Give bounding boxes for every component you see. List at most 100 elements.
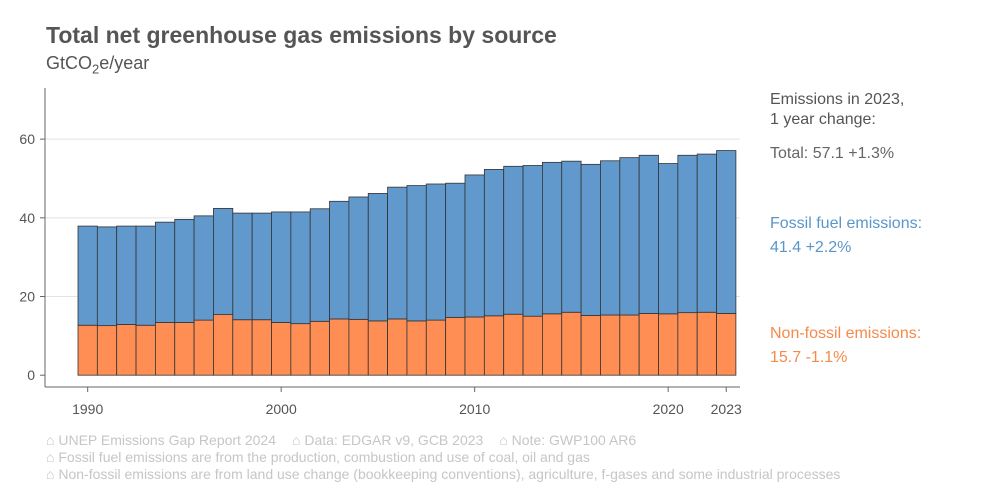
bar-nonfossil-2007 [406,320,427,376]
bar-fossil-2020 [658,163,679,315]
bar-nonfossil-2021 [677,312,698,376]
bar-nonfossil-2017 [600,314,621,376]
annotation-nonfossil-value: 15.7 -1.1% [770,349,848,366]
bar-nonfossil-2023 [716,313,737,376]
footer-source-note: Note: GWP100 AR6 [511,432,637,448]
home-icon: ⌂ [499,432,508,448]
bar-nonfossil-1998 [232,319,253,376]
bar-fossil-2019 [638,154,659,314]
bar-nonfossil-2004 [348,318,369,376]
bar-nonfossil-1991 [96,325,118,376]
y-tick-label-60: 60 [19,131,35,147]
annotation-fossil-label: Fossil fuel emissions: [770,215,923,232]
bar-nonfossil-1993 [135,324,156,376]
bar-fossil-1997 [213,207,234,316]
bar-fossil-2015 [561,160,582,313]
annotation-header: Emissions in 2023, 1 year change: [770,90,904,130]
subtitle-unit-suffix: e/year [99,53,150,73]
bar-nonfossil-2008 [425,319,447,376]
annotation-header-line1: Emissions in 2023, [770,91,905,108]
bar-nonfossil-1995 [174,322,195,376]
bar-fossil-1995 [174,219,195,323]
bar-nonfossil-2000 [271,322,292,376]
bar-nonfossil-1999 [251,319,272,376]
bar-nonfossil-2010 [464,316,485,376]
bar-fossil-2001 [290,211,311,325]
bar-fossil-2014 [542,161,563,315]
annotation-nonfossil: Non-fossil emissions: 15.7 -1.1% [770,322,921,370]
bar-nonfossil-2013 [522,315,543,376]
footer-sources: ⌂ UNEP Emissions Gap Report 2024 ⌂ Data: … [46,432,636,448]
footer-note-fossil: ⌂ Fossil fuel emissions are from the pro… [46,449,590,465]
bar-fossil-1998 [232,212,253,321]
footer-note-nonfossil-text: Non-fossil emissions are from land use c… [58,466,841,482]
x-tick-label-2023: 2023 [711,401,742,417]
annotation-fossil-value: 41.4 +2.2% [770,239,852,256]
footer-source-data: Data: EDGAR v9, GCB 2023 [304,432,484,448]
bar-nonfossil-1990 [77,324,98,376]
bar-fossil-2016 [580,163,601,316]
bar-fossil-2021 [677,154,698,314]
bar-nonfossil-2009 [445,316,466,376]
bar-nonfossil-2006 [387,318,408,376]
bar-fossil-2000 [271,211,292,323]
home-icon: ⌂ [46,449,55,465]
bar-nonfossil-2011 [483,315,505,376]
bar-nonfossil-1996 [193,319,214,376]
bar-nonfossil-2002 [309,320,330,376]
bar-nonfossil-2005 [367,320,389,376]
y-tick-label-0: 0 [27,367,35,383]
bar-nonfossil-2019 [638,313,659,376]
bar-fossil-2023 [716,150,737,314]
bar-fossil-2006 [387,186,408,320]
bar-fossil-2018 [619,157,640,316]
bar-fossil-2017 [600,160,621,316]
bar-nonfossil-2020 [658,313,679,376]
bar-nonfossil-2003 [329,318,350,376]
home-icon: ⌂ [291,432,301,448]
chart-subtitle: GtCO2e/year [46,53,149,77]
bar-fossil-2005 [367,193,389,322]
y-tick-label-20: 20 [19,289,35,305]
y-tick-label-40: 40 [19,210,35,226]
bar-fossil-1996 [193,215,214,321]
bar-fossil-1993 [135,225,156,326]
bar-nonfossil-1997 [213,314,234,376]
subtitle-unit-subscript: 2 [92,61,100,77]
footer-note-nonfossil: ⌂ Non-fossil emissions are from land use… [46,466,840,482]
bar-nonfossil-1994 [154,322,176,376]
x-tick-label-2010: 2010 [459,401,490,417]
bar-fossil-1990 [77,225,98,326]
subtitle-unit-prefix: GtCO [46,53,93,73]
home-icon: ⌂ [46,466,55,482]
bar-fossil-2022 [696,153,717,313]
bar-fossil-2003 [329,200,350,320]
annotation-fossil: Fossil fuel emissions: 41.4 +2.2% [770,212,922,260]
x-tick-label-1990: 1990 [72,401,103,417]
chart-title: Total net greenhouse gas emissions by so… [46,22,557,48]
annotation-total: Total: 57.1 +1.3% [770,145,895,162]
annotation-header-line2: 1 year change: [770,111,876,128]
bar-fossil-2012 [503,165,524,315]
x-tick-label-2020: 2020 [653,401,684,417]
bar-fossil-2009 [445,182,466,318]
bar-fossil-2008 [425,183,447,321]
bar-fossil-1999 [251,212,272,321]
bar-fossil-2004 [348,196,369,320]
bar-nonfossil-2018 [619,314,640,376]
bar-fossil-2011 [483,169,505,317]
bar-nonfossil-2001 [290,323,311,376]
home-icon: ⌂ [46,432,55,448]
bar-fossil-1992 [116,225,137,325]
bar-nonfossil-2022 [696,311,717,376]
bar-fossil-2007 [406,185,427,322]
bar-fossil-2010 [464,174,485,318]
bar-nonfossil-2012 [503,313,524,376]
bar-nonfossil-2015 [561,311,582,376]
bar-fossil-2002 [309,208,330,322]
bar-fossil-2013 [522,165,543,317]
footer-note-fossil-text: Fossil fuel emissions are from the produ… [58,449,590,465]
x-tick-label-2000: 2000 [266,401,297,417]
bar-nonfossil-1992 [116,324,137,376]
